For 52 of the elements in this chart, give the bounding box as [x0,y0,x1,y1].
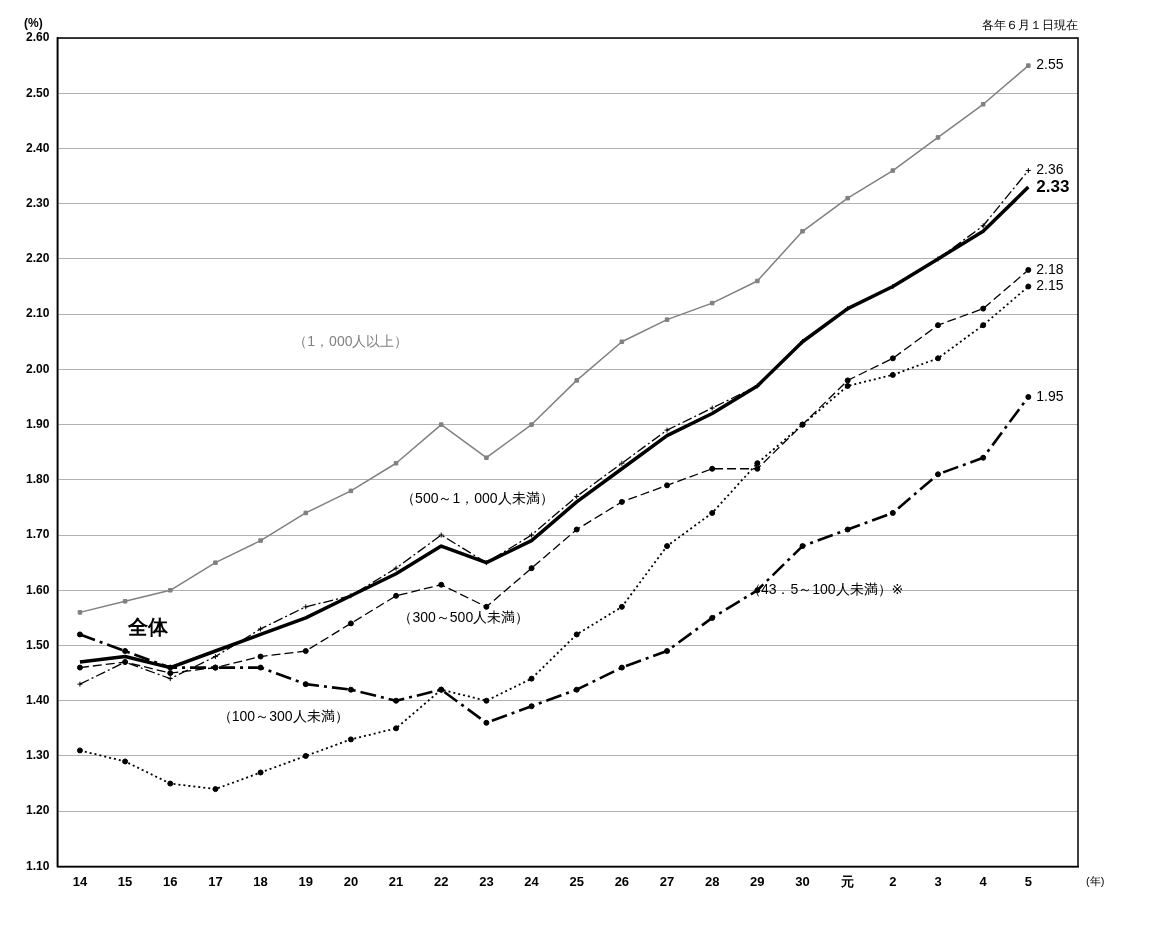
x-tick-label: 14 [72,873,88,889]
y-tick-label: 2.50 [26,85,50,100]
x-tick-label: 18 [253,873,268,889]
y-tick-label: 1.90 [26,416,50,431]
x-tick-label: 3 [934,873,942,889]
y-tick-label: 1.80 [26,472,50,487]
y-tick-label: 2.10 [26,306,50,321]
series-label: （100～300人未満） [217,708,349,725]
x-tick-label: 2 [889,873,897,889]
y-tick-label: 2.60 [26,30,50,45]
text: （1，000人以上） [293,332,409,349]
x-tick-label: 23 [479,873,494,889]
y-tick-label: 1.20 [26,803,50,818]
x-tick-label: 22 [433,873,449,889]
x-tick-label: 29 [750,873,765,889]
y-tick-label: 2.20 [26,251,50,266]
data-label: 2.55 [1036,56,1064,73]
data-label: 2.15 [1036,277,1064,294]
series-label: 全体 [126,616,169,639]
x-tick-label: 26 [614,873,630,889]
text: 各年６月１日現在 [982,18,1078,33]
x-tick-label: 元 [840,873,855,889]
y-tick-label: 2.30 [26,195,50,210]
data-label: 1.95 [1036,387,1064,404]
x-tick-label: 20 [343,873,359,889]
y-tick-label: 1.30 [26,748,50,763]
x-tick-label: 30 [795,873,810,889]
series-label: （300～500人未満） [398,608,530,625]
y-axis-title: (%) [24,16,43,31]
data-label: 2.36 [1036,161,1064,178]
x-tick-label: 5 [1024,873,1032,889]
y-tick-label: 1.60 [26,582,50,597]
x-tick-label: 28 [704,873,720,889]
y-tick-label: 1.50 [26,637,50,652]
x-tick-label: 15 [117,873,133,889]
series-label: （500～1，000人未満） [401,490,554,506]
y-tick-label: 2.00 [26,361,50,376]
y-tick-label: 1.70 [26,527,50,542]
y-tick-label: 1.10 [26,858,50,873]
data-label: 2.33 [1036,176,1070,196]
y-tick-label: 1.40 [26,693,50,708]
x-axis-title: (年) [1086,875,1105,888]
x-tick-label: 24 [524,873,540,889]
x-tick-label: 17 [208,873,223,889]
x-tick-label: 19 [298,873,313,889]
data-label: 2.18 [1036,260,1064,277]
x-tick-label: 21 [388,873,404,889]
x-tick-label: 27 [659,873,675,889]
y-tick-label: 2.40 [26,140,50,155]
x-tick-label: 16 [163,873,178,889]
x-tick-label: 4 [979,873,988,889]
x-tick-label: 25 [569,873,584,889]
